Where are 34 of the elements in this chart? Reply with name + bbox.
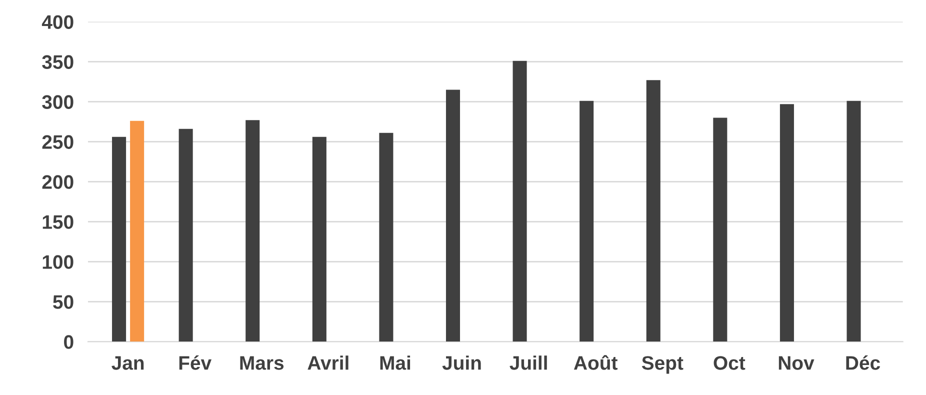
bar <box>846 100 861 342</box>
bar <box>446 90 460 342</box>
y-tick-label: 250 <box>42 135 74 149</box>
bar <box>178 128 193 342</box>
y-tick-label: 300 <box>42 95 74 109</box>
x-tick-label: Jan <box>112 356 144 370</box>
x-tick-label: Nov <box>778 356 814 370</box>
x-tick-label: Avril <box>308 356 348 370</box>
bar <box>130 120 144 342</box>
bar <box>312 136 326 342</box>
x-tick-label: Sept <box>642 356 684 374</box>
bar <box>713 118 728 342</box>
bar <box>580 100 594 342</box>
x-tick-label: Mars <box>240 356 284 370</box>
x-tick-label: Juill <box>510 356 547 370</box>
y-tick-label: 200 <box>42 175 74 189</box>
y-tick-label: 150 <box>42 215 74 229</box>
y-tick-label: 350 <box>42 55 74 69</box>
bar <box>379 132 394 342</box>
x-tick-label: Déc <box>846 355 880 370</box>
bar <box>646 80 660 342</box>
y-tick-label: 50 <box>53 295 74 309</box>
y-tick-label: 100 <box>42 255 74 269</box>
bar <box>112 136 126 342</box>
bar <box>246 120 260 342</box>
x-tick-label: Juin <box>442 356 481 370</box>
y-tick-label: 0 <box>64 335 74 349</box>
bar <box>512 60 527 342</box>
x-tick-label: Mai <box>380 356 410 370</box>
bar <box>780 104 794 342</box>
x-tick-label: Août <box>574 355 618 370</box>
x-tick-label: Oct <box>714 356 746 370</box>
x-tick-label: Fév <box>179 355 212 370</box>
y-tick-label: 400 <box>42 15 74 29</box>
